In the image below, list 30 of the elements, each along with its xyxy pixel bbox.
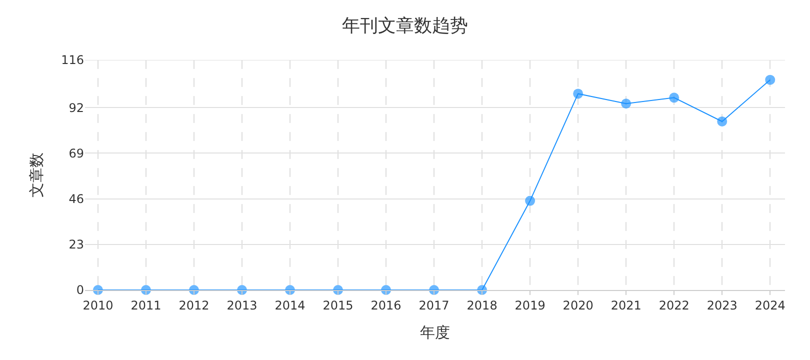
x-tick-label: 2021 <box>610 298 642 312</box>
x-tick-label: 2020 <box>562 298 594 312</box>
x-tick-label: 2023 <box>706 298 738 312</box>
x-tick-label: 2024 <box>754 298 786 312</box>
x-tick-label: 2016 <box>370 298 402 312</box>
x-tick-label: 2011 <box>130 298 162 312</box>
point <box>717 116 728 126</box>
x-tick-label: 2019 <box>514 298 546 312</box>
point <box>621 98 632 109</box>
point <box>765 74 776 85</box>
x-tick-label: 2017 <box>418 298 450 312</box>
y-tick-label: 69 <box>68 146 84 160</box>
x-axis-title: 年度 <box>420 323 450 342</box>
point <box>525 196 536 206</box>
point <box>573 88 584 99</box>
y-tick-label: 46 <box>68 192 84 206</box>
y-tick-label: 0 <box>76 283 84 298</box>
x-tick-label: 2010 <box>82 298 114 312</box>
x-tick-label: 2013 <box>226 298 258 312</box>
y-tick-label: 116 <box>61 53 84 68</box>
y-tick-label: 92 <box>68 100 84 115</box>
y-tick-label: 23 <box>68 238 84 252</box>
x-tick-label: 2014 <box>274 298 306 312</box>
point <box>669 92 680 103</box>
x-tick-label: 2022 <box>658 298 690 312</box>
y-axis-title: 文章数 <box>27 152 46 198</box>
x-tick-label: 2015 <box>322 298 354 312</box>
x-tick-label: 2012 <box>178 298 210 312</box>
chart-title: 年刊文章数趋势 <box>342 16 468 36</box>
x-tick-label: 2018 <box>466 298 498 312</box>
